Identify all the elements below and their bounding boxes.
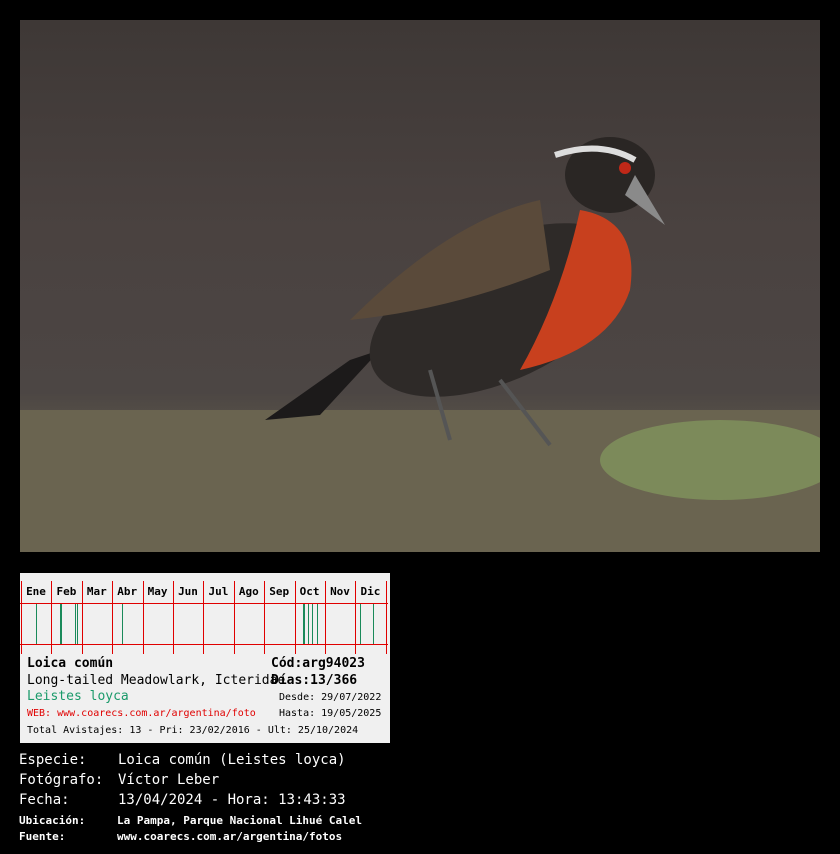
fecha-value: 13/04/2024 - Hora: 13:43:33 [118,792,346,808]
month-divider [112,581,114,654]
sighting-tick [312,604,314,644]
fotografo-label: Fotógrafo: [19,772,104,788]
english-name: Long-tailed Meadowlark, Icteridae [27,673,286,688]
month-label: Nov [330,585,350,598]
fuente-label: Fuente: [19,830,66,843]
fuente-value[interactable]: www.coarecs.com.ar/argentina/fotos [117,830,343,843]
month-divider [294,581,296,654]
bird-illustration [20,137,820,552]
month-label: Abr [117,585,138,598]
sighting-tick [74,604,76,644]
sighting-tick [59,604,61,644]
sighting-tick [317,604,319,644]
grid-line [20,603,388,604]
scientific-name: Leistes loyca [27,689,129,704]
month-divider [203,581,205,654]
ubicacion-row: Ubicación: La Pampa, Parque Nacional Lihu… [19,814,362,827]
sighting-tick [303,604,305,644]
month-label: Jun [178,585,198,598]
month-label: May [147,585,168,598]
days-count: Días:13/366 [271,673,358,688]
sighting-tick [121,604,123,644]
especie-value: Loica común (Leistes loyca) [118,752,346,768]
sighting-tick [35,604,37,644]
sighting-tick [308,604,310,644]
month-label: Mar [86,585,107,598]
species-code: Cód:arg94023 [271,656,365,671]
fecha-row: Fecha: 13/04/2024 - Hora: 13:43:33 [19,792,346,808]
month-divider [173,581,174,654]
month-divider [355,581,357,654]
sighting-tick [360,604,362,644]
hasta-date: Hasta: 19/05/2025 [279,708,382,719]
sighting-tick [76,604,78,644]
especie-row: Especie: Loica común (Leistes loyca) [19,752,346,768]
month-divider [142,581,144,654]
month-divider [21,581,22,654]
sighting-tick [373,604,375,644]
ubicacion-label: Ubicación: [19,814,86,827]
month-divider [325,581,326,654]
fuente-row: Fuente: www.coarecs.com.ar/argentina/foto… [19,830,342,843]
month-label: Dic [360,585,381,598]
fotografo-row: Fotógrafo: Víctor Leber [19,772,219,788]
month-label: Sep [269,585,290,598]
total-sightings: Total Avistajes: 13 - Pri: 23/02/2016 - … [27,725,359,736]
especie-label: Especie: [19,752,87,768]
month-divider [81,581,83,654]
month-divider [385,581,387,654]
ubicacion-value: La Pampa, Parque Nacional Lihué Calel [117,814,363,827]
desde-date: Desde: 29/07/2022 [279,692,382,703]
month-divider [51,581,53,654]
fecha-label: Fecha: [19,792,70,808]
month-label: Ago [238,585,259,598]
month-label: Ene [26,585,46,598]
web-link[interactable]: WEB: www.coarecs.com.ar/argentina/foto [27,708,256,719]
month-label: Feb [56,585,77,598]
month-divider [264,581,266,654]
fotografo-value: Víctor Leber [118,772,220,788]
species-card: Ene Feb Mar Abr May Jun Jul Ago Sep Oct Nov Dic Loi… [20,573,390,743]
bird-photo [20,20,820,552]
month-label: Jul [208,585,229,598]
sighting-tick [60,604,62,644]
month-label: Oct [299,585,320,598]
month-divider [233,581,235,654]
grid-line [20,644,388,645]
sighting-tick [304,604,306,644]
species-name: Loica común [27,656,114,671]
